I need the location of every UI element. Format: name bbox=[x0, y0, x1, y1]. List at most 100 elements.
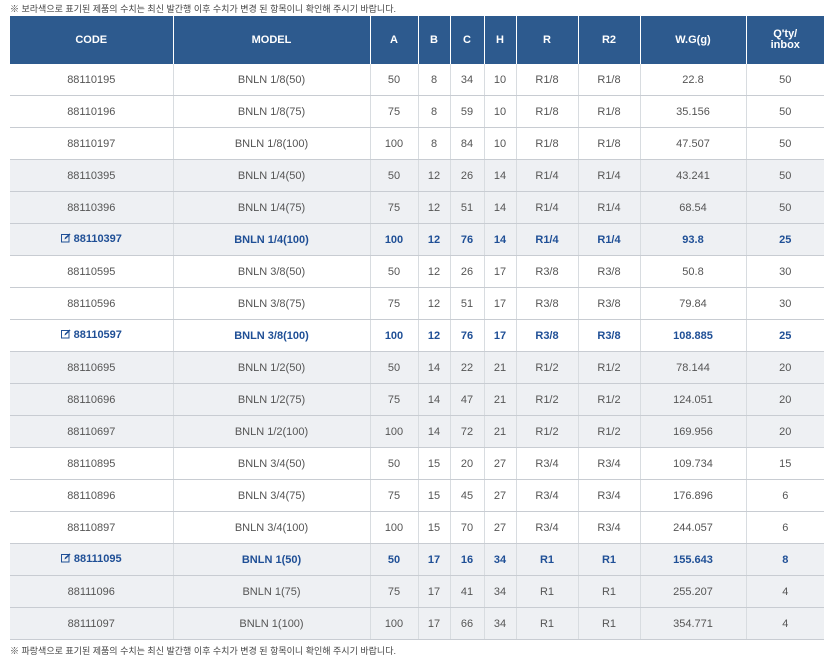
table-cell: 22.8 bbox=[639, 64, 746, 96]
table-row: 88110396 BNLN 1/4(75) 75 12 51 14 R1/4 R1/4 68.5… bbox=[10, 191, 824, 224]
cell-text: BNLN 1/8(75) bbox=[237, 105, 306, 118]
cell-text: 88110597 bbox=[73, 329, 122, 341]
header-row: CODE MODEL A B C H R R2 W.G(g) Q'ty/ inbox bbox=[10, 16, 824, 64]
table-cell: 50 bbox=[369, 255, 418, 288]
cell-text: 12 bbox=[427, 233, 441, 246]
cell-text: 169.956 bbox=[673, 425, 713, 438]
cell-text: R1 bbox=[601, 553, 617, 566]
cell-text: BNLN 3/8(100) bbox=[234, 329, 309, 342]
table-cell: R1/4 bbox=[515, 191, 578, 224]
table-cell: 12 bbox=[417, 191, 450, 224]
table-cell: 14 bbox=[417, 383, 450, 416]
cell-text: 6 bbox=[782, 489, 789, 502]
cell-text: BNLN 1(50) bbox=[241, 553, 302, 566]
cell-text: 20 bbox=[779, 393, 792, 406]
table-cell: R1/2 bbox=[515, 383, 578, 416]
cell-text: BNLN 1/4(75) bbox=[237, 201, 306, 214]
cell-text: R3/8 bbox=[535, 329, 559, 342]
cell-text: 76 bbox=[460, 329, 474, 342]
column-header: B bbox=[417, 16, 450, 64]
cell-text: R1/2 bbox=[597, 425, 621, 438]
cell-text: BNLN 1/2(100) bbox=[234, 425, 309, 438]
cell-text: R1/8 bbox=[535, 137, 559, 150]
table-cell: 6 bbox=[745, 511, 824, 544]
cell-text: 21 bbox=[493, 361, 507, 374]
table-cell: 30 bbox=[745, 255, 824, 288]
table-cell: 88110597 bbox=[10, 319, 173, 352]
cell-text: 34 bbox=[493, 617, 507, 630]
table-cell: 20 bbox=[745, 351, 824, 384]
cell-text: 88110697 bbox=[67, 425, 116, 438]
table-cell: 88110395 bbox=[10, 159, 173, 192]
table-cell: 15 bbox=[745, 447, 824, 480]
cell-text: R1/4 bbox=[597, 201, 621, 214]
cell-text: 88110696 bbox=[67, 393, 116, 406]
table-cell: R1/2 bbox=[577, 383, 640, 416]
table-cell: 50 bbox=[369, 543, 418, 576]
cell-text: 45 bbox=[460, 489, 474, 502]
table-cell: 100 bbox=[369, 127, 418, 160]
cell-text: 59 bbox=[460, 105, 474, 118]
cell-text: 109.734 bbox=[673, 457, 713, 470]
cell-text: 88111096 bbox=[67, 585, 115, 598]
cell-text: 15 bbox=[427, 489, 441, 502]
table-row: 88111095 BNLN 1(50) 50 17 16 34 R1 R1 155.643 8 bbox=[10, 543, 824, 576]
cell-text: 22.8 bbox=[682, 73, 704, 86]
table-cell: 50 bbox=[369, 64, 418, 96]
cell-text: R3/4 bbox=[597, 489, 621, 502]
cell-text: 41 bbox=[460, 585, 474, 598]
cell-text: R3/8 bbox=[597, 297, 621, 310]
table-cell: 100 bbox=[369, 415, 418, 448]
cell-text: 50 bbox=[779, 201, 792, 214]
table-cell: 47 bbox=[449, 383, 484, 416]
table-cell: 14 bbox=[483, 159, 516, 192]
table-cell: 84 bbox=[449, 127, 484, 160]
cell-text: 88110895 bbox=[67, 457, 116, 470]
table-cell: R3/4 bbox=[577, 511, 640, 544]
cell-text: 12 bbox=[427, 169, 441, 182]
cell-text: BNLN 3/8(75) bbox=[237, 297, 306, 310]
table-row: 88110395 BNLN 1/4(50) 50 12 26 14 R1/4 R1/4 43.2… bbox=[10, 159, 824, 192]
table-cell: 17 bbox=[483, 287, 516, 320]
table-cell: R1 bbox=[577, 575, 640, 608]
cell-text: R3/8 bbox=[597, 265, 621, 278]
cell-text: 27 bbox=[493, 457, 507, 470]
table-cell: 75 bbox=[369, 383, 418, 416]
table-cell: R3/8 bbox=[577, 287, 640, 320]
cell-text: BNLN 1/2(75) bbox=[237, 393, 306, 406]
cell-text: 50 bbox=[779, 169, 792, 182]
column-header: C bbox=[449, 16, 484, 64]
table-cell: BNLN 3/4(75) bbox=[172, 479, 370, 512]
table-cell: BNLN 3/4(100) bbox=[172, 511, 370, 544]
cell-text: 108.885 bbox=[673, 329, 713, 342]
top-note: ※ 보라색으로 표기된 제품의 수치는 최신 발간행 이후 수치가 변경 된 항… bbox=[10, 4, 396, 14]
cell-text: 14 bbox=[493, 169, 507, 182]
table-cell: 88111097 bbox=[10, 607, 173, 640]
table-row: 88110597 BNLN 3/8(100) 100 12 76 17 R3/8 R3/8 10… bbox=[10, 319, 824, 352]
cell-text: 75 bbox=[387, 585, 401, 598]
cell-text: R1/8 bbox=[535, 73, 559, 86]
cell-text: 35.156 bbox=[676, 105, 710, 118]
cell-text: R3/4 bbox=[535, 489, 559, 502]
cell-text: 100 bbox=[384, 137, 404, 150]
cell-text: 88110695 bbox=[67, 361, 116, 374]
cell-text: 75 bbox=[387, 105, 401, 118]
table-row: 88110397 BNLN 1/4(100) 100 12 76 14 R1/4 R1/4 93… bbox=[10, 223, 824, 256]
cell-text: 14 bbox=[427, 361, 441, 374]
cell-text: R1 bbox=[539, 553, 555, 566]
cell-text: R1 bbox=[601, 585, 617, 598]
table-cell: 34 bbox=[483, 575, 516, 608]
cell-text: R1/2 bbox=[597, 393, 621, 406]
table-cell: R1 bbox=[515, 607, 578, 640]
cell-text: 75 bbox=[387, 201, 401, 214]
cell-text: 75 bbox=[387, 297, 401, 310]
cell-text: R1/2 bbox=[597, 361, 621, 374]
table-cell: 14 bbox=[417, 351, 450, 384]
table-cell: 4 bbox=[745, 607, 824, 640]
table-cell: 35.156 bbox=[639, 95, 746, 128]
cell-text: 15 bbox=[779, 457, 792, 470]
table-cell: 88110595 bbox=[10, 255, 173, 288]
table-cell: 17 bbox=[483, 319, 516, 352]
table-cell: 26 bbox=[449, 159, 484, 192]
